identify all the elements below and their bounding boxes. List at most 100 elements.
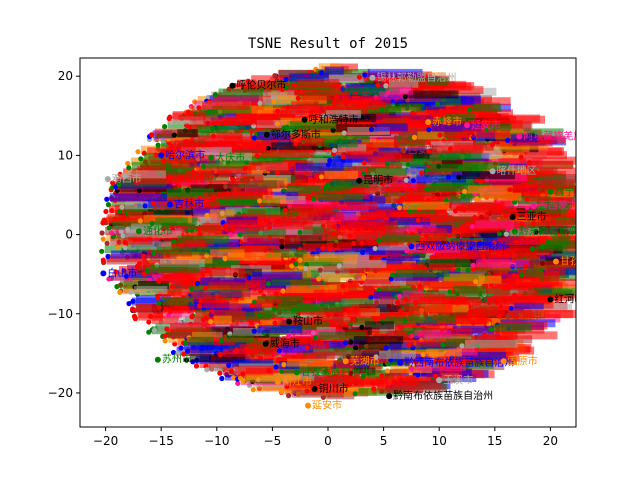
cloud-point — [503, 228, 555, 237]
point-label: 七台河市 — [174, 171, 214, 184]
cloud-point — [518, 151, 567, 160]
point-label: 三亚市 — [517, 210, 547, 223]
cloud-point — [166, 112, 206, 122]
cloud-point — [368, 123, 408, 132]
cloud-point — [370, 377, 419, 386]
point-marker — [301, 116, 308, 123]
point-marker — [158, 152, 165, 159]
data-point: 锡林郭勒盟自治州 — [369, 71, 456, 84]
cloud-point — [496, 331, 558, 340]
point-label: 芜湖市 — [350, 354, 380, 367]
data-point: 七台河市 — [167, 171, 214, 184]
cloud-point — [318, 170, 359, 180]
point-marker — [262, 340, 269, 347]
point-marker — [167, 174, 174, 181]
cloud-point — [536, 175, 576, 185]
cloud-point — [290, 304, 343, 313]
cloud-point — [420, 348, 462, 358]
point-label: 威海市 — [270, 337, 300, 350]
cloud-point — [266, 221, 313, 230]
point-label: 大庆市 — [215, 151, 245, 164]
point-marker — [397, 359, 404, 366]
point-label: 铜川市 — [319, 382, 349, 395]
y-tick-label: 20 — [58, 69, 73, 83]
point-label: 延安市 — [312, 399, 342, 412]
cloud-point — [282, 204, 327, 213]
cloud-point — [132, 312, 163, 322]
y-tick-label: 10 — [58, 148, 73, 162]
point-marker — [500, 358, 507, 365]
cloud-point — [164, 323, 211, 332]
y-tick-label: −10 — [48, 307, 73, 321]
point-label: 通化市 — [143, 224, 173, 237]
cloud-point — [469, 220, 514, 230]
point-label: 白山市 — [107, 266, 137, 279]
point-label: 玉溪市 — [443, 373, 473, 386]
point-marker — [425, 119, 432, 126]
cloud-point — [113, 266, 150, 275]
data-point: 哈尔滨市 — [158, 148, 205, 161]
cloud-point — [144, 264, 200, 274]
chart-title: TSNE Result of 2015 — [248, 36, 408, 52]
point-marker — [293, 369, 300, 376]
cloud-point — [379, 369, 404, 379]
cloud-point — [120, 229, 182, 239]
point-marker — [342, 358, 349, 365]
data-point: 喀什地区 — [489, 164, 537, 177]
cloud-point — [396, 201, 450, 211]
cloud-point — [307, 289, 349, 299]
point-marker — [386, 393, 393, 400]
cloud-point — [474, 192, 522, 202]
point-label: 黔西南布依族苗族自治州 — [404, 356, 514, 369]
cloud-point — [446, 229, 479, 238]
cloud-point — [424, 183, 484, 192]
cloud-point — [291, 79, 340, 88]
point-marker — [167, 201, 174, 208]
point-marker — [263, 131, 270, 138]
point-marker — [530, 203, 537, 210]
cloud-point — [146, 316, 179, 325]
x-tick-label: −20 — [93, 434, 118, 448]
point-marker — [208, 154, 215, 161]
cloud-point — [134, 260, 165, 270]
cloud-point — [447, 285, 485, 295]
point-label: 黔南布依族苗族自治州 — [393, 389, 493, 402]
data-point: 黔南布依族苗族自治州 — [386, 389, 493, 402]
cloud-point — [352, 387, 407, 397]
point-marker — [511, 228, 518, 235]
cloud-point — [128, 286, 168, 295]
cloud-point — [424, 163, 488, 173]
point-marker — [369, 74, 376, 81]
cloud-point — [104, 193, 168, 202]
cloud-point — [488, 323, 532, 333]
cloud-point — [470, 259, 530, 268]
cloud-point — [494, 296, 550, 305]
cloud-point — [413, 296, 470, 306]
cloud-point — [156, 297, 194, 306]
cloud-point — [526, 156, 576, 166]
point-marker — [274, 378, 281, 385]
cloud-point — [340, 150, 401, 160]
point-label: 赤峰市 — [432, 115, 462, 128]
point-label: 苏州市 — [162, 353, 192, 366]
point-marker — [229, 82, 236, 89]
point-marker — [552, 258, 559, 265]
point-label: 鄂尔多斯市 — [271, 128, 321, 141]
point-label: 喀什地区 — [497, 164, 537, 177]
x-tick-label: 10 — [432, 434, 447, 448]
cloud-point — [379, 103, 425, 113]
cloud-point — [130, 295, 171, 304]
cloud-point — [372, 312, 406, 321]
point-marker — [400, 147, 407, 154]
point-marker — [286, 318, 293, 325]
point-marker — [311, 385, 318, 392]
point-marker — [547, 188, 554, 195]
point-label: 包头市 — [341, 90, 371, 103]
point-marker — [104, 176, 111, 183]
data-point: 呼伦贝尔市 — [229, 79, 286, 92]
cloud-point — [408, 330, 452, 339]
point-marker — [356, 177, 363, 184]
point-label: 昆明市 — [363, 174, 393, 187]
data-point: 黔西南布依族苗族自治州 — [397, 356, 514, 369]
